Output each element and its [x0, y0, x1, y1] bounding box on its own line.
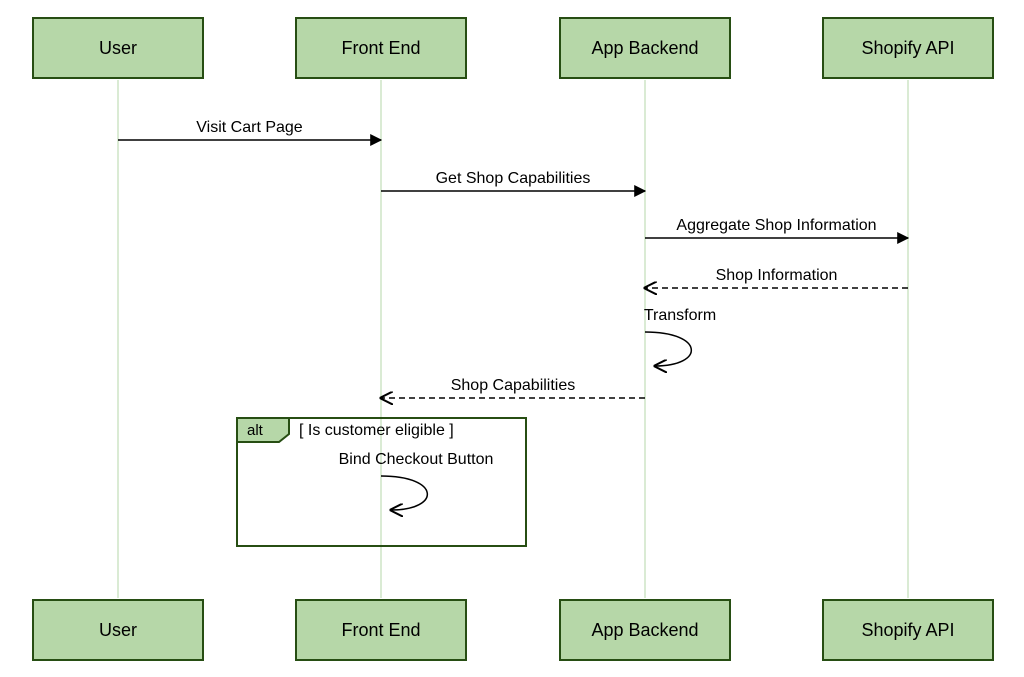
actor-label-shopify: Shopify API [861, 38, 954, 58]
sequence-diagram: Visit Cart Page Get Shop Capabilities Aggr… [0, 0, 1024, 677]
message-label: Shop Information [716, 267, 838, 284]
actor-label-frontend: Front End [341, 38, 420, 58]
self-message-loop [645, 332, 691, 366]
actor-label-shopify: Shopify API [861, 620, 954, 640]
message-label: Shop Capabilities [451, 377, 576, 394]
message-label: Transform [644, 307, 716, 324]
alt-fragment-tab [237, 418, 289, 442]
message-label: Bind Checkout Button [339, 451, 494, 468]
alt-fragment-condition: [ Is customer eligible ] [299, 422, 454, 439]
actor-label-user: User [99, 38, 137, 58]
message-label: Aggregate Shop Information [676, 217, 876, 234]
actor-label-backend: App Backend [591, 38, 698, 58]
self-message-loop [381, 476, 427, 510]
message-label: Visit Cart Page [196, 119, 303, 136]
actor-label-backend: App Backend [591, 620, 698, 640]
message-label: Get Shop Capabilities [436, 170, 591, 187]
actor-label-user: User [99, 620, 137, 640]
actor-label-frontend: Front End [341, 620, 420, 640]
alt-fragment-tag: alt [247, 422, 264, 439]
